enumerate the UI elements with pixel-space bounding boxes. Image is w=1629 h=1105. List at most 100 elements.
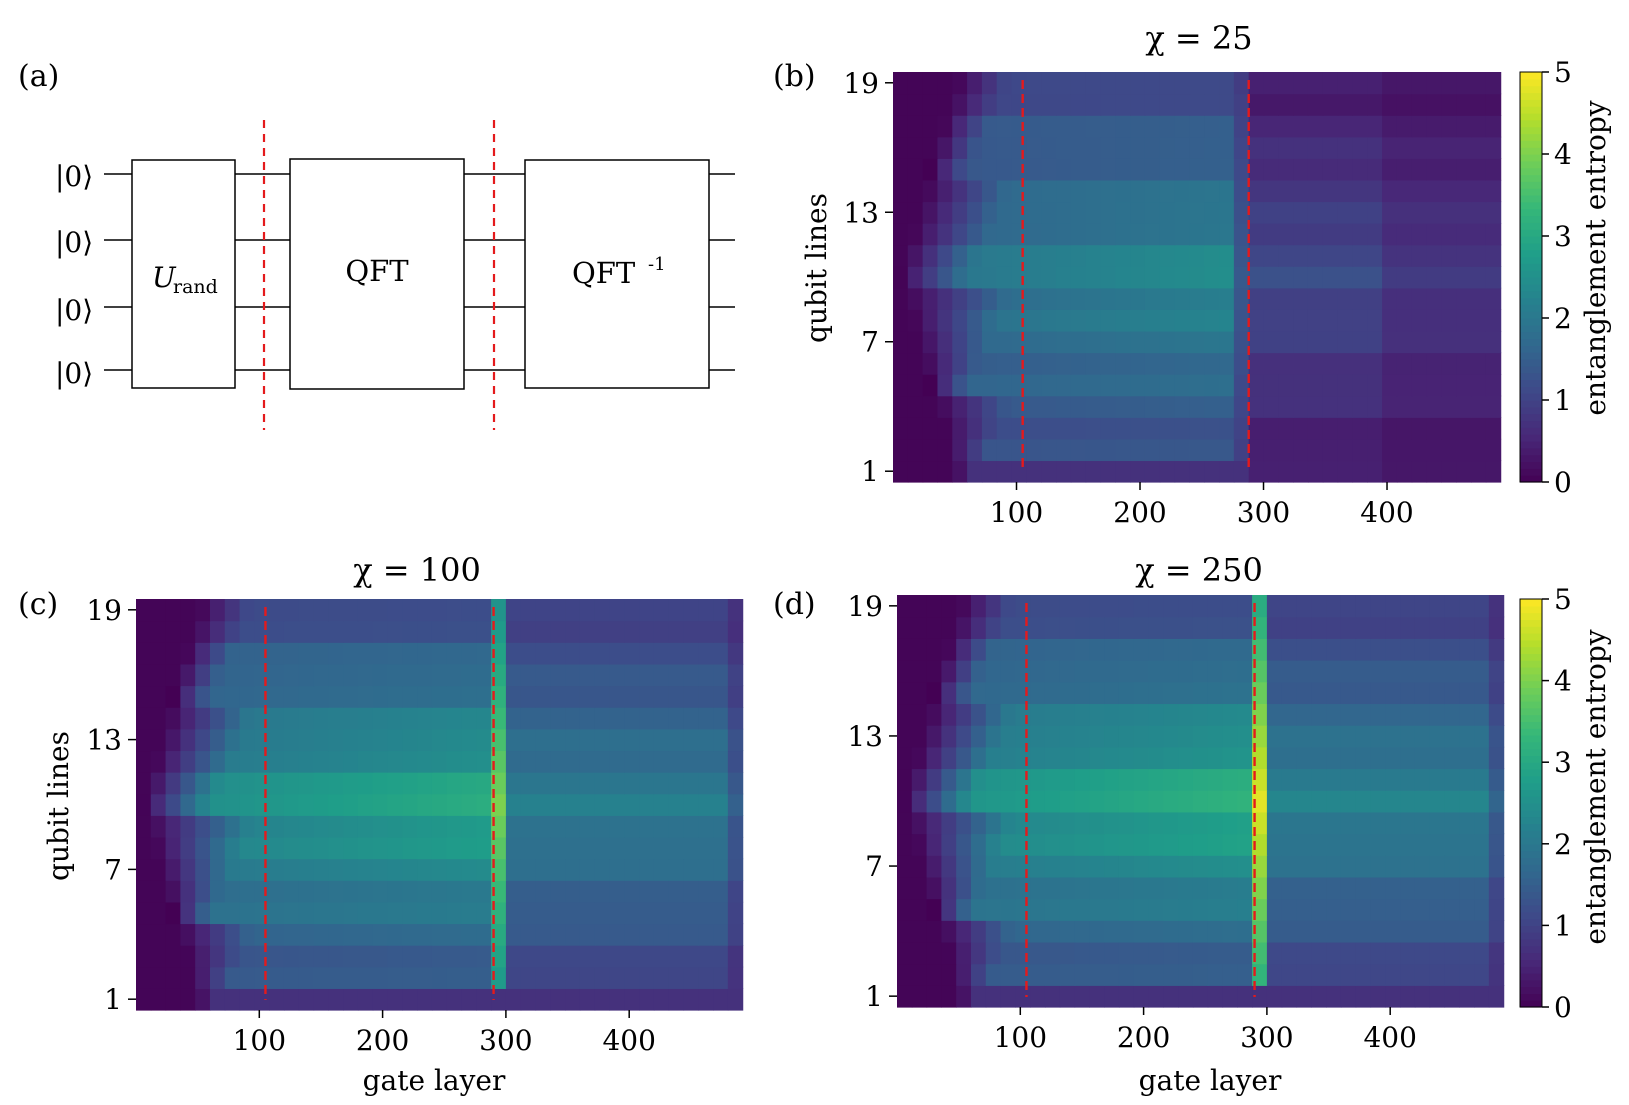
heatmap-cell (1382, 374, 1398, 397)
heatmap-cell (565, 728, 581, 752)
heatmap-cell (1041, 460, 1057, 483)
heatmap-cell (1293, 244, 1309, 267)
heatmap-cell (624, 728, 640, 752)
heatmap-cell (967, 266, 983, 289)
heatmap-cell (713, 815, 729, 838)
heatmap-cell (1385, 898, 1401, 921)
heatmap-cell (1252, 898, 1268, 921)
heatmap-cell (1174, 223, 1191, 246)
heatmap-cell (1207, 768, 1224, 791)
heatmap-cell (1474, 746, 1490, 770)
heatmap-cell (1459, 595, 1475, 618)
heatmap-cell (1163, 963, 1179, 986)
heatmap-cell (1385, 595, 1401, 618)
heatmap-cell (1429, 703, 1446, 726)
heatmap-cell (713, 858, 729, 881)
heatmap-cell (1130, 179, 1146, 203)
heatmap-cell (136, 663, 152, 687)
heatmap-cell (1056, 201, 1072, 224)
heatmap-cell (1233, 115, 1250, 138)
heatmap-cell (1174, 201, 1191, 224)
heatmap-cell (1248, 201, 1265, 224)
heatmap-cell (1411, 158, 1428, 181)
heatmap-cell (639, 750, 655, 773)
heatmap-cell (1385, 790, 1401, 813)
heatmap-cell (1148, 681, 1164, 705)
heatmap-cell (1252, 811, 1268, 835)
heatmap-cell (1104, 595, 1120, 618)
heatmap-cell (431, 707, 448, 730)
colorbar-swatch (1520, 741, 1542, 750)
heatmap-cell (1385, 941, 1401, 965)
heatmap-cell (1307, 374, 1324, 397)
heatmap-cell (1144, 72, 1161, 95)
heatmap-cell (952, 223, 968, 246)
heatmap-cell (1485, 309, 1502, 332)
heatmap-cell (1233, 460, 1250, 483)
heatmap-cell (1163, 876, 1179, 900)
heatmap-cell (150, 685, 167, 708)
heatmap-cell (461, 642, 477, 665)
heatmap-cell (1030, 725, 1046, 748)
heatmap-cell (1400, 746, 1416, 770)
heatmap-cell (1237, 638, 1253, 661)
heatmap-cell (1159, 93, 1176, 116)
heatmap-cell (624, 815, 640, 838)
heatmap-cell (956, 703, 972, 726)
heatmap-cell (1263, 438, 1279, 462)
gate-qft-label: QFT (345, 254, 409, 288)
heatmap-cell (254, 620, 270, 643)
heatmap-cell (1456, 158, 1472, 181)
heatmap-cell (520, 793, 537, 816)
heatmap-cell (1041, 93, 1057, 116)
heatmap-cell (1104, 681, 1120, 705)
heatmap-cell (981, 309, 998, 332)
heatmap-cell (372, 685, 389, 708)
heatmap-cell (1293, 352, 1309, 375)
heatmap-cell (224, 945, 241, 968)
heatmap-cell (1474, 898, 1490, 921)
heatmap-cell (195, 663, 211, 687)
heatmap-cell (981, 438, 998, 462)
heatmap-cell (1089, 681, 1105, 705)
heatmap-cell (1011, 438, 1027, 462)
heatmap-cell (926, 681, 942, 705)
heatmap-cell (1266, 985, 1283, 1008)
heatmap-cell (1459, 963, 1475, 986)
heatmap-cell (1278, 244, 1294, 267)
heatmap-cell (698, 707, 714, 730)
heatmap-cell (343, 901, 359, 925)
heatmap-cell (1192, 963, 1209, 986)
heatmap-cell (1456, 330, 1472, 354)
heatmap-cell (1015, 833, 1031, 856)
colorbar-swatch (1520, 277, 1542, 285)
heatmap-cell (165, 620, 181, 643)
heatmap-cell (1233, 201, 1250, 224)
heatmap-cell (209, 793, 226, 816)
heatmap-cell (1118, 616, 1135, 639)
heatmap-cell (897, 595, 913, 618)
heatmap-cell (1340, 681, 1357, 705)
heatmap-cell (1000, 725, 1016, 748)
heatmap-cell (1178, 811, 1194, 835)
heatmap-cell (1192, 681, 1209, 705)
heatmap-cell (1474, 660, 1490, 683)
heatmap-cell (402, 599, 418, 622)
heatmap-cell (1411, 417, 1428, 440)
heatmap-cell (1307, 352, 1324, 375)
heatmap-cell (283, 966, 300, 989)
heatmap-cell (417, 728, 433, 752)
colorbar-swatch (1520, 441, 1542, 449)
heatmap-cell (1100, 438, 1116, 462)
heatmap-cell (476, 966, 492, 989)
heatmap-cell (911, 920, 928, 943)
heatmap-cell (195, 750, 211, 773)
heatmap-cell (1355, 660, 1372, 683)
heatmap-cell (1219, 179, 1235, 203)
heatmap-cell (579, 836, 596, 860)
heatmap-cell (1085, 72, 1102, 95)
heatmap-cell (1089, 660, 1105, 683)
heatmap-cell (491, 901, 507, 925)
heatmap-cell (1474, 616, 1490, 639)
colorbar-swatch (1520, 1000, 1542, 1008)
